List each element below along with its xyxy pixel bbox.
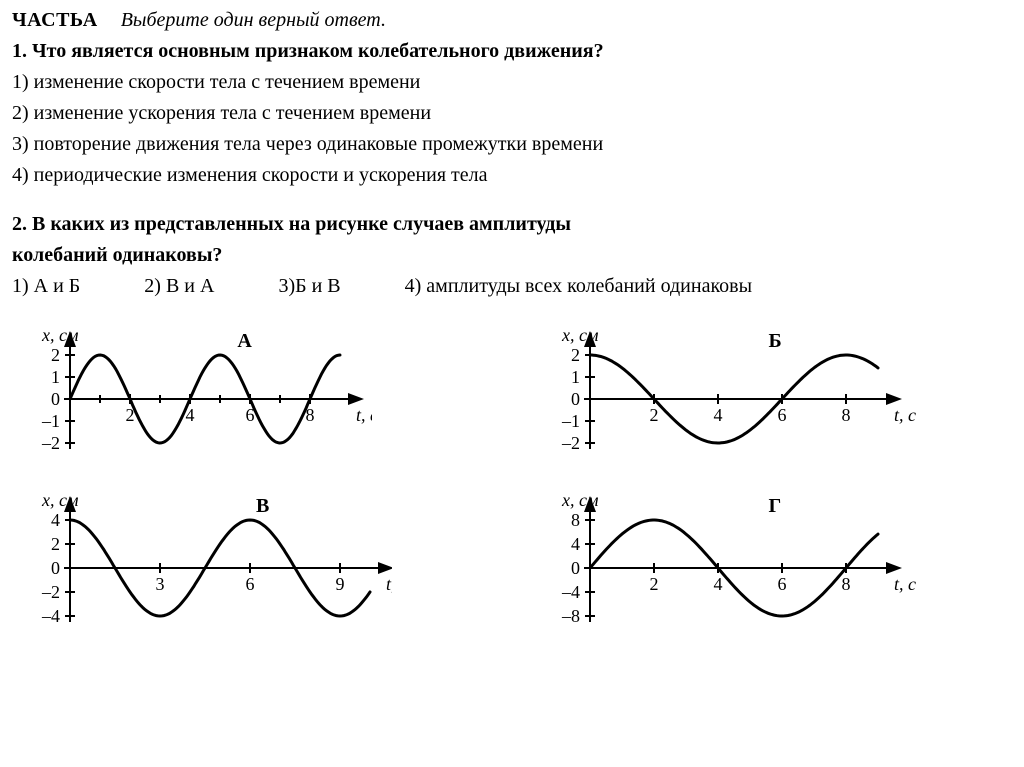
chart-A: –2–10122468x, смt, сА bbox=[12, 315, 492, 480]
svg-text:2: 2 bbox=[51, 534, 60, 554]
chart-G: –8–40482468x, смt, сГ bbox=[532, 492, 1012, 642]
svg-text:Г: Г bbox=[769, 495, 782, 517]
svg-text:t, с: t, с bbox=[894, 405, 916, 425]
q2-opt-2: 2) В и А bbox=[144, 272, 214, 301]
svg-text:–1: –1 bbox=[41, 411, 60, 431]
svg-text:8: 8 bbox=[842, 574, 851, 594]
svg-text:8: 8 bbox=[842, 405, 851, 425]
svg-text:6: 6 bbox=[778, 405, 787, 425]
q2-opt-3: 3)Б и В bbox=[278, 272, 340, 301]
svg-text:А: А bbox=[237, 330, 252, 352]
charts-grid: –2–10122468x, смt, сА –2–10122468x, смt,… bbox=[12, 315, 1012, 642]
svg-text:1: 1 bbox=[571, 367, 580, 387]
svg-text:0: 0 bbox=[51, 558, 60, 578]
svg-text:9: 9 bbox=[336, 574, 345, 594]
q2-text-line1: 2. В каких из представленных на рисунке … bbox=[12, 210, 1012, 239]
svg-text:–2: –2 bbox=[561, 433, 580, 453]
svg-text:–4: –4 bbox=[41, 606, 60, 626]
chart-B: –2–10122468x, смt, сБ bbox=[532, 315, 1012, 480]
q1-text: 1. Что является основным признаком колеб… bbox=[12, 37, 1012, 66]
svg-text:4: 4 bbox=[714, 405, 723, 425]
svg-text:В: В bbox=[256, 495, 269, 517]
q2-opt-1: 1) А и Б bbox=[12, 272, 80, 301]
svg-text:2: 2 bbox=[571, 345, 580, 365]
q1-opt-3: 3) повторение движения тела через одинак… bbox=[12, 130, 1012, 159]
svg-text:2: 2 bbox=[650, 574, 659, 594]
chart-V: –4 –2 0 2 4 3 6 9 x, см t, с В bbox=[12, 492, 492, 642]
svg-text:6: 6 bbox=[778, 574, 787, 594]
svg-text:0: 0 bbox=[51, 389, 60, 409]
svg-text:x, см: x, см bbox=[561, 492, 599, 510]
svg-text:Б: Б bbox=[769, 330, 782, 352]
svg-text:2: 2 bbox=[650, 405, 659, 425]
q2-opt-4: 4) амплитуды всех колебаний одинаковы bbox=[405, 272, 1012, 301]
svg-text:t, с: t, с bbox=[894, 574, 916, 594]
header: ЧАСТЬА Выберите один верный ответ. bbox=[12, 6, 1012, 35]
part-label: ЧАСТЬА bbox=[12, 9, 98, 31]
svg-text:x, см: x, см bbox=[41, 492, 79, 510]
svg-text:x, см: x, см bbox=[561, 325, 599, 345]
svg-text:x, см: x, см bbox=[41, 325, 79, 345]
svg-text:–2: –2 bbox=[41, 582, 60, 602]
q2-text-line2: колебаний одинаковы? bbox=[12, 241, 1012, 270]
svg-text:1: 1 bbox=[51, 367, 60, 387]
svg-text:3: 3 bbox=[156, 574, 165, 594]
q1-opt-2: 2) изменение ускорения тела с течением в… bbox=[12, 99, 1012, 128]
svg-text:–2: –2 bbox=[41, 433, 60, 453]
svg-text:4: 4 bbox=[714, 574, 723, 594]
svg-text:t, с: t, с bbox=[356, 405, 372, 425]
q2-block: 2. В каких из представленных на рисунке … bbox=[12, 210, 1012, 301]
q2-options-row: 1) А и Б 2) В и А 3)Б и В 4) амплитуды в… bbox=[12, 272, 1012, 301]
q1-opt-1: 1) изменение скорости тела с течением вр… bbox=[12, 68, 1012, 97]
svg-text:t, с: t, с bbox=[386, 574, 392, 594]
instruction: Выберите один верный ответ. bbox=[121, 9, 386, 31]
svg-text:–1: –1 bbox=[561, 411, 580, 431]
svg-text:2: 2 bbox=[51, 345, 60, 365]
q1-opt-4: 4) периодические изменения скорости и ус… bbox=[12, 161, 1012, 190]
svg-text:8: 8 bbox=[571, 510, 580, 530]
svg-text:0: 0 bbox=[571, 389, 580, 409]
svg-text:4: 4 bbox=[571, 534, 580, 554]
svg-text:–8: –8 bbox=[561, 606, 580, 626]
svg-text:6: 6 bbox=[246, 574, 255, 594]
svg-text:4: 4 bbox=[51, 510, 60, 530]
svg-text:–4: –4 bbox=[561, 582, 580, 602]
svg-text:0: 0 bbox=[571, 558, 580, 578]
